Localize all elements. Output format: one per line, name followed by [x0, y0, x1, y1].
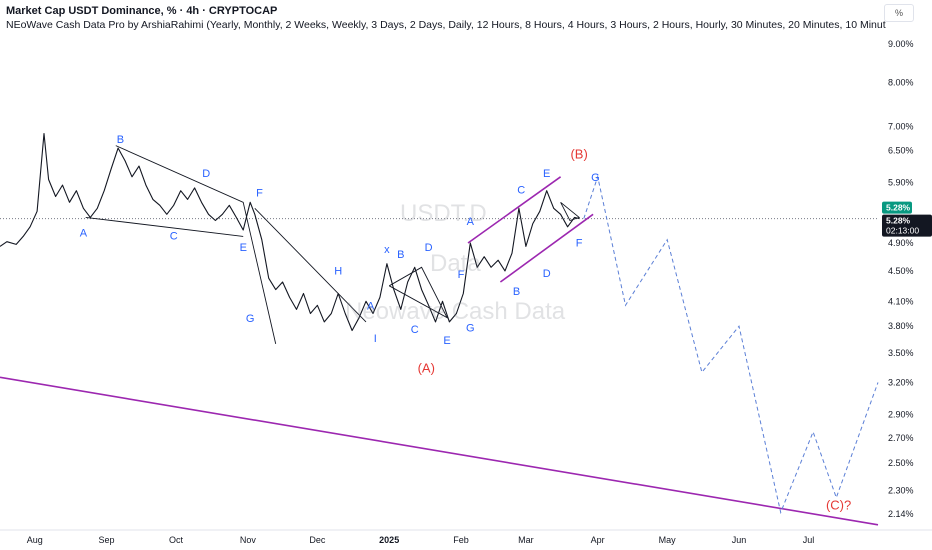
wave-label: G: [246, 313, 255, 325]
x-tick-label: Jun: [732, 535, 747, 545]
watermark-data: Data: [430, 250, 481, 277]
y-tick-label: 4.50%: [888, 266, 914, 276]
x-tick-label: 2025: [379, 535, 399, 545]
wave-label: E: [443, 335, 450, 347]
price-series-line: [0, 132, 580, 332]
wave-label: E: [543, 168, 550, 180]
wave-line: [388, 266, 449, 319]
y-tick-label: 4.10%: [888, 296, 914, 306]
y-tick-label: 2.14%: [888, 509, 914, 519]
x-tick-label: Oct: [169, 535, 184, 545]
watermark-symbol: USDT.D: [400, 200, 487, 227]
wave-label: B: [397, 249, 404, 261]
wave-label: F: [256, 187, 263, 199]
y-tick-label: 3.20%: [888, 377, 914, 387]
x-tick-label: Apr: [591, 535, 605, 545]
wave-line: [560, 201, 581, 222]
projection-line: [583, 174, 879, 515]
x-tick-label: Jul: [803, 535, 815, 545]
wave-label: G: [466, 322, 475, 334]
wave-label: (A): [418, 360, 435, 375]
x-tick-label: Mar: [518, 535, 534, 545]
wave-label: I: [374, 333, 377, 345]
x-tick-label: Dec: [309, 535, 326, 545]
watermark-brand: Neowave Cash Data: [345, 298, 566, 325]
wave-label: A: [467, 216, 475, 228]
y-tick-label: 6.50%: [888, 146, 914, 156]
wave-label: D: [543, 268, 551, 280]
wave-line: [85, 216, 244, 237]
y-tick-label: 2.30%: [888, 485, 914, 495]
price-axis-bg: [880, 0, 932, 550]
y-tick-label: 7.00%: [888, 121, 914, 131]
wave-label: F: [576, 237, 583, 249]
wave-label: D: [425, 242, 433, 254]
price-badge-dark: [882, 214, 932, 237]
price-badge-green: [882, 201, 912, 214]
wave-label: C: [411, 324, 419, 336]
indicator-legend[interactable]: NEoWave Cash Data Pro by ArshiaRahimi (Y…: [6, 19, 886, 31]
wave-line: [254, 207, 367, 323]
x-tick-label: Nov: [240, 535, 257, 545]
x-tick-label: May: [659, 535, 677, 545]
wave-label: (B): [570, 146, 587, 161]
channel-line: [499, 213, 594, 283]
countdown-label: 02:13:00: [886, 226, 919, 236]
percent-scale-button[interactable]: %: [884, 4, 914, 22]
wave-label: C: [170, 231, 178, 243]
chart-title[interactable]: Market Cap USDT Dominance, % · 4h · CRYP…: [6, 5, 278, 17]
wave-label: x: [384, 244, 390, 256]
y-tick-label: 8.00%: [888, 78, 914, 88]
wave-label: B: [117, 134, 124, 146]
y-tick-label: 4.90%: [888, 238, 914, 248]
y-tick-label: 5.90%: [888, 177, 914, 187]
wave-label: (C)?: [826, 497, 851, 512]
wave-label: F: [458, 269, 465, 281]
y-tick-label: 3.80%: [888, 321, 914, 331]
x-tick-label: Sep: [99, 535, 115, 545]
y-tick-label: 9.00%: [888, 39, 914, 49]
price-badge-green-label: 5.28%: [886, 203, 911, 213]
x-tick-label: Aug: [27, 535, 43, 545]
wave-label: E: [240, 242, 247, 254]
wave-label: A: [80, 227, 88, 239]
x-tick-label: Feb: [453, 535, 469, 545]
y-tick-label: 3.50%: [888, 348, 914, 358]
channel-line: [0, 376, 879, 526]
wave-label: A: [367, 300, 375, 312]
y-tick-label: 2.90%: [888, 410, 914, 420]
wave-label: H: [334, 266, 342, 278]
y-tick-label: 2.50%: [888, 458, 914, 468]
wave-line: [115, 145, 277, 345]
wave-label: C: [517, 185, 525, 197]
wave-label: G: [591, 172, 600, 184]
wave-label: B: [513, 286, 520, 298]
wave-label: D: [202, 168, 210, 180]
y-tick-label: 2.70%: [888, 433, 914, 443]
price-badge-dark-label: 5.28%: [886, 216, 911, 226]
channel-line: [467, 176, 562, 244]
